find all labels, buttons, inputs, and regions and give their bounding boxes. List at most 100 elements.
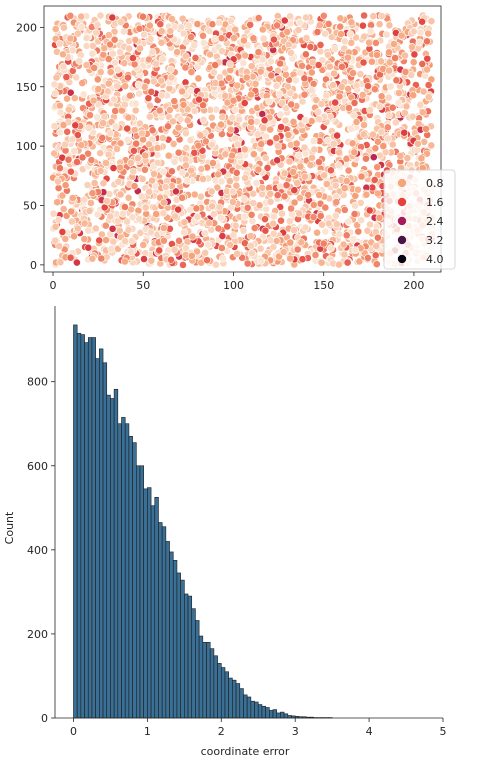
scatter-point: [316, 211, 325, 220]
scatter-point: [128, 213, 137, 222]
scatter-point: [75, 57, 84, 65]
x-tick-label: 0: [50, 279, 57, 292]
scatter-point: [243, 203, 252, 212]
scatter-point: [269, 242, 278, 251]
scatter-point: [383, 123, 392, 132]
scatter-point: [121, 237, 129, 246]
scatter-point: [116, 163, 124, 172]
scatter-point: [181, 63, 190, 72]
scatter-point: [187, 166, 196, 175]
scatter-point: [353, 185, 362, 194]
scatter-point: [106, 129, 115, 138]
scatter-point: [383, 134, 392, 143]
histogram-bar: [87, 337, 93, 719]
y-axis-label: Count: [3, 511, 16, 544]
histogram-bar: [169, 551, 174, 719]
scatter-point: [180, 218, 189, 227]
scatter-point: [251, 79, 260, 88]
scatter-point: [319, 11, 328, 20]
scatter-point: [113, 65, 122, 74]
scatter-point: [179, 100, 188, 109]
scatter-point: [70, 232, 78, 241]
histogram-bar: [132, 442, 137, 719]
scatter-point: [259, 124, 268, 133]
scatter-point: [168, 15, 176, 23]
scatter-point: [424, 29, 433, 38]
scatter-point: [84, 124, 93, 133]
scatter-point: [190, 41, 199, 50]
scatter-point: [335, 148, 343, 157]
scatter-point: [342, 177, 351, 185]
scatter-point: [274, 74, 283, 83]
scatter-point: [239, 226, 248, 235]
scatter-point: [293, 245, 302, 254]
scatter-point: [159, 167, 168, 176]
scatter-point: [110, 95, 118, 104]
scatter-point: [135, 214, 144, 223]
scatter-point: [400, 109, 409, 117]
scatter-point: [409, 58, 418, 67]
scatter-point: [300, 172, 309, 181]
scatter-point: [171, 187, 180, 196]
scatter-point: [392, 76, 401, 85]
scatter-point: [119, 209, 127, 218]
scatter-point: [239, 36, 248, 45]
scatter-point: [250, 224, 259, 232]
scatter-point: [216, 214, 225, 222]
scatter-point: [279, 248, 288, 256]
scatter-point: [363, 253, 372, 262]
scatter-point: [230, 34, 238, 42]
scatter-point: [138, 12, 147, 21]
histogram-bar: [235, 683, 241, 719]
x-tick-label: 2: [218, 725, 225, 738]
scatter-point: [158, 134, 167, 142]
legend-marker: [397, 178, 407, 188]
histogram-bar: [239, 688, 244, 719]
y-tick-label: 200: [27, 628, 48, 641]
histogram-bar: [217, 663, 222, 719]
scatter-point: [123, 135, 132, 144]
scatter-point: [59, 50, 67, 59]
scatter-point: [71, 121, 80, 130]
scatter-point: [225, 177, 234, 185]
legend-label: 1.6: [426, 196, 444, 209]
scatter-point: [174, 123, 183, 132]
scatter-point: [55, 101, 64, 110]
scatter-point: [61, 181, 70, 190]
scatter-point: [323, 50, 332, 59]
scatter-point: [350, 210, 359, 218]
scatter-point: [388, 140, 397, 149]
scatter-point: [145, 21, 154, 30]
scatter-point: [309, 200, 318, 209]
scatter-point: [49, 209, 58, 218]
scatter-point: [307, 68, 316, 77]
scatter-point: [68, 217, 76, 226]
scatter-point: [314, 61, 323, 69]
scatter-point: [208, 202, 217, 211]
scatter-point: [413, 139, 422, 148]
scatter-point: [304, 190, 313, 199]
histogram-bar: [110, 398, 115, 719]
scatter-point: [344, 104, 353, 112]
scatter-point: [344, 85, 353, 93]
scatter-point: [80, 219, 89, 228]
legend-box: [383, 169, 456, 270]
scatter-point: [157, 76, 166, 85]
scatter-point: [214, 224, 223, 233]
scatter-point: [360, 11, 368, 20]
histogram-bar: [80, 334, 85, 719]
scatter-point: [101, 221, 110, 230]
scatter-point: [55, 39, 64, 48]
scatter-point: [147, 256, 156, 265]
scatter-point: [59, 121, 68, 129]
scatter-point: [418, 108, 427, 117]
histogram-axes: 0 1 2 3 4 5 0 200 400 600 800: [27, 306, 447, 738]
histogram-bar: [73, 324, 78, 719]
scatter-point: [132, 139, 141, 148]
scatter-point: [197, 164, 206, 173]
scatter-point: [249, 34, 258, 43]
scatter-point: [263, 163, 272, 172]
scatter-point: [351, 201, 359, 210]
scatter-point: [281, 70, 290, 79]
scatter-point: [88, 41, 97, 50]
